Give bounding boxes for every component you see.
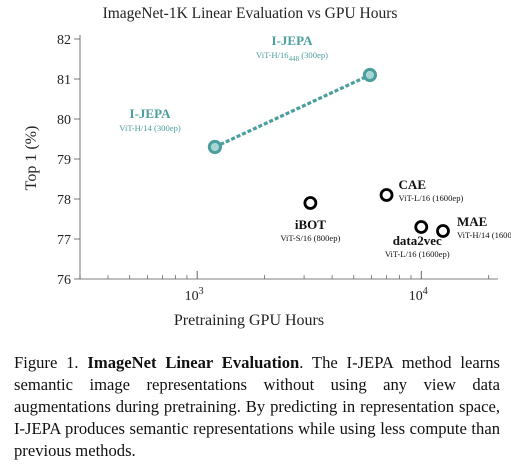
x-tick-label-base: 10	[409, 289, 423, 304]
caption-figure-label: Figure 1.	[14, 353, 79, 372]
x-tick-label: 104	[409, 286, 428, 304]
method-sublabel: ViT-L/16 (1600ep)	[399, 193, 464, 203]
x-tick-label-base: 10	[185, 289, 199, 304]
method-label: CAE	[399, 177, 426, 192]
ijepa-label: I-JEPA	[130, 106, 172, 121]
y-tick-label: 81	[57, 73, 71, 88]
method-sublabel: ViT-S/16 (800ep)	[280, 233, 340, 243]
method-label: data2vec	[393, 233, 442, 248]
y-tick-label: 79	[57, 153, 71, 168]
y-tick-label: 77	[57, 233, 71, 248]
method-sublabel: ViT-L/16 (1600ep)	[385, 249, 450, 259]
chart-figure: ImageNet-1K Linear Evaluation vs GPU Hou…	[23, 5, 511, 329]
chart-svg: ImageNet-1K Linear Evaluation vs GPU Hou…	[23, 5, 511, 329]
chart-title: ImageNet-1K Linear Evaluation vs GPU Hou…	[103, 5, 398, 22]
caption-bold-title: ImageNet Linear Evaluation	[87, 353, 300, 372]
method-point	[414, 220, 429, 234]
x-tick-label-exponent: 3	[199, 286, 204, 297]
method-point	[379, 188, 394, 202]
method-label: MAE	[457, 214, 487, 229]
ijepa-sublabel: ViT-H/16448 (300ep)	[256, 50, 328, 63]
y-tick-label: 82	[57, 33, 71, 48]
x-tick-label: 103	[185, 286, 204, 304]
x-axis-label: Pretraining GPU Hours	[174, 312, 324, 329]
ijepa-sublabel: ViT-H/14 (300ep)	[119, 123, 181, 133]
method-sublabel: ViT-H/14 (1600ep)	[457, 230, 511, 240]
method-point	[436, 224, 450, 238]
y-axis-label: Top 1 (%)	[23, 126, 40, 191]
y-tick-label: 80	[57, 113, 71, 128]
ijepa-sublabel-subscript: 448	[289, 55, 300, 63]
ijepa-point	[207, 139, 223, 155]
method-point	[303, 196, 318, 210]
ijepa-point	[362, 67, 378, 83]
ijepa-sublabel-base: ViT-H/16	[256, 50, 289, 60]
figure-caption: Figure 1. ImageNet Linear Evaluation. Th…	[14, 352, 500, 462]
ijepa-connector-line	[214, 73, 371, 149]
y-tick-label: 78	[57, 193, 71, 208]
method-label: iBOT	[295, 217, 326, 232]
x-tick-label-exponent: 4	[423, 286, 428, 297]
y-tick-label: 76	[57, 273, 71, 288]
ijepa-sublabel-tail: (300ep)	[299, 50, 328, 60]
ijepa-label: I-JEPA	[272, 33, 314, 48]
caption-text: . The I-JEPA method learns semantic imag…	[14, 353, 500, 460]
